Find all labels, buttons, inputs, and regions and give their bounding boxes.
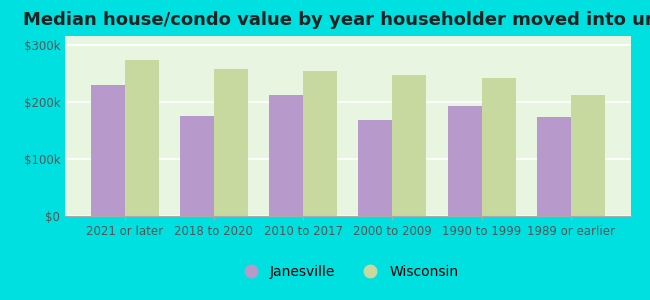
- Bar: [125, 60, 159, 216]
- Bar: [303, 71, 337, 216]
- Bar: [91, 85, 125, 216]
- Bar: [180, 116, 214, 216]
- Legend: Janesville, Wisconsin: Janesville, Wisconsin: [231, 260, 464, 285]
- Bar: [358, 120, 393, 216]
- Bar: [214, 69, 248, 216]
- Title: Median house/condo value by year householder moved into unit: Median house/condo value by year househo…: [23, 11, 650, 29]
- Bar: [482, 78, 515, 216]
- Bar: [571, 95, 605, 216]
- Bar: [448, 106, 482, 216]
- Bar: [393, 75, 426, 216]
- Bar: [269, 95, 303, 216]
- Bar: [537, 117, 571, 216]
